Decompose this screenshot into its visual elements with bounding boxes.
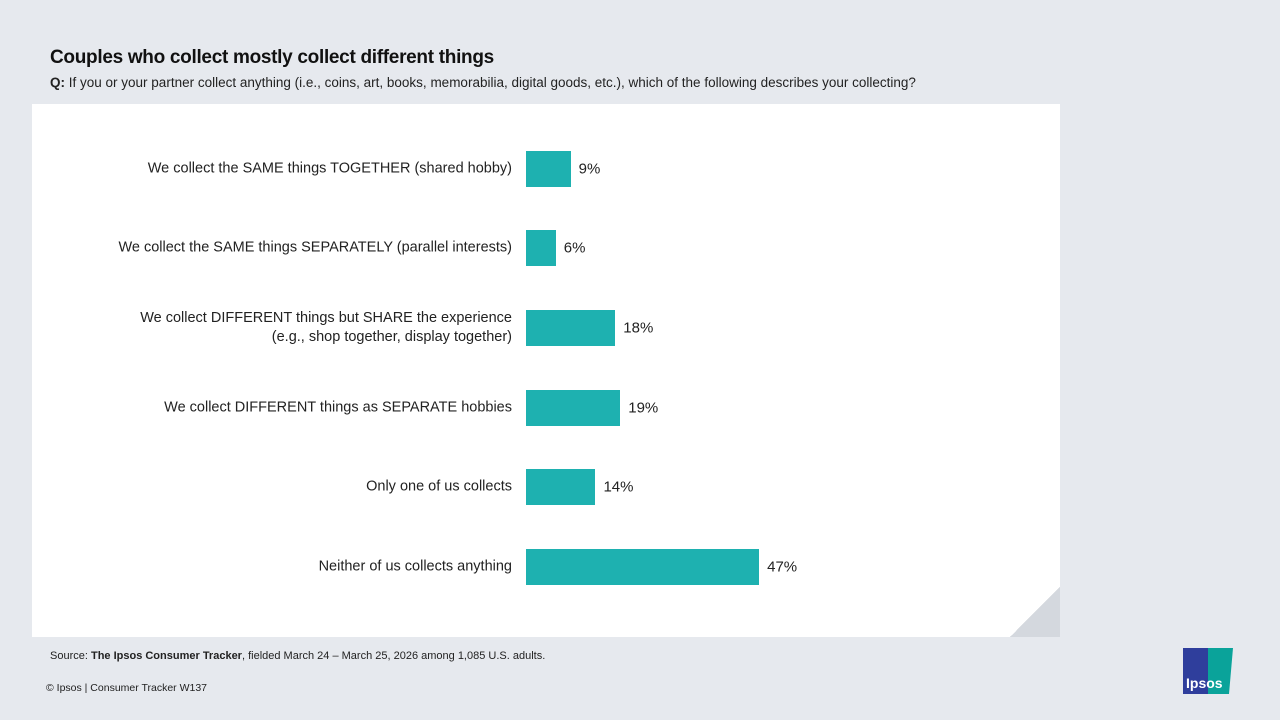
logo-text: Ipsos	[1186, 675, 1223, 691]
chart-title: Couples who collect mostly collect diffe…	[50, 47, 494, 68]
data-label: 6%	[563, 239, 586, 257]
category-label-line: Neither of us collects anything	[318, 558, 512, 575]
question-prefix: Q:	[50, 75, 65, 90]
category-label: Neither of us collects anything	[319, 558, 512, 577]
data-label: 9%	[578, 160, 601, 178]
category-label: We collect the SAME things TOGETHER (sha…	[148, 160, 512, 179]
data-label: 18%	[623, 319, 654, 337]
category-label: We collect the SAME things SEPARATELY (p…	[118, 239, 512, 258]
category-label-line: We collect the SAME things TOGETHER (sha…	[147, 160, 512, 177]
bar	[526, 310, 616, 346]
bar	[526, 230, 556, 266]
source-note: Source: The Ipsos Consumer Tracker, fiel…	[50, 650, 545, 662]
survey-question: Q: If you or your partner collect anythi…	[50, 75, 916, 90]
chart-card	[32, 104, 1060, 637]
source-detail: , fielded March 24 – March 25, 2026 amon…	[241, 650, 546, 662]
category-label-line: We collect DIFFERENT things as SEPARATE …	[164, 399, 512, 416]
bar	[526, 549, 760, 585]
category-label: We collect DIFFERENT things but SHARE th…	[140, 309, 512, 347]
copyright: © Ipsos | Consumer Tracker W137	[46, 682, 208, 694]
source-prefix: Source:	[50, 650, 91, 662]
bar	[526, 390, 621, 426]
category-label-line: (e.g., shop together, display together)	[271, 329, 512, 345]
category-label-line: Only one of us collects	[366, 478, 512, 495]
question-text: If you or your partner collect anything …	[68, 75, 916, 90]
category-label-line: We collect DIFFERENT things but SHARE th…	[140, 310, 512, 326]
data-label: 14%	[603, 478, 634, 496]
category-label: Only one of us collects	[366, 478, 512, 497]
source-name: The Ipsos Consumer Tracker	[90, 650, 242, 662]
category-label: We collect DIFFERENT things as SEPARATE …	[164, 399, 512, 418]
bar	[526, 151, 571, 187]
ipsos-logo: Ipsos	[1183, 648, 1233, 694]
data-label: 47%	[767, 558, 798, 576]
category-label-line: We collect the SAME things SEPARATELY (p…	[118, 239, 512, 256]
bar	[526, 469, 596, 505]
page-fold	[1010, 587, 1060, 637]
data-label: 19%	[628, 399, 659, 417]
